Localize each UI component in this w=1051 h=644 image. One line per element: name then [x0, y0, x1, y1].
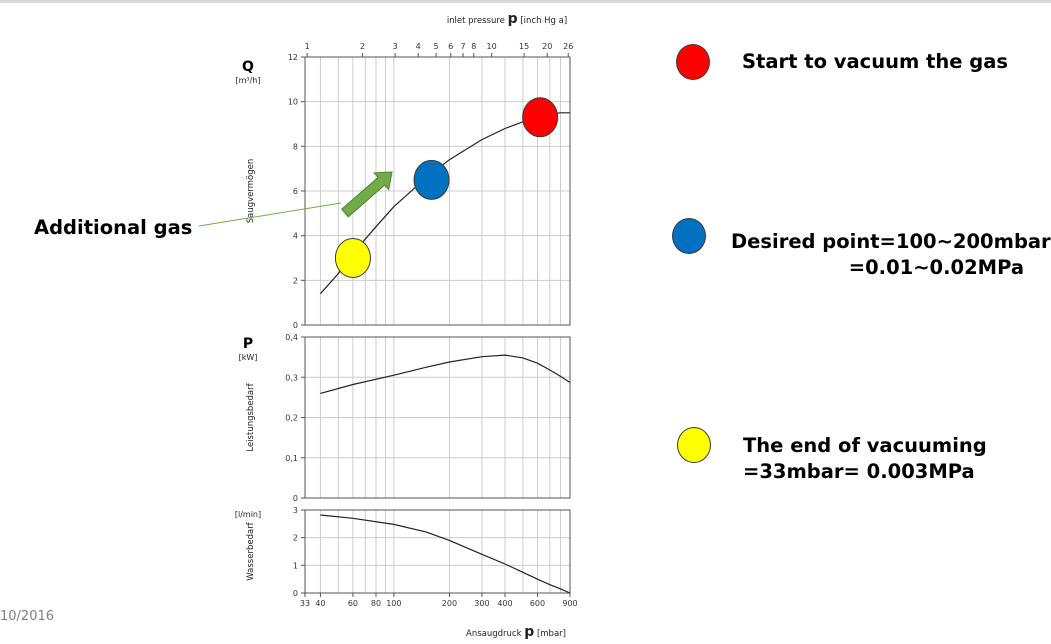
- legend-text-line: =0.01~0.02MPa: [848, 256, 1024, 279]
- y-tick-label: 1: [293, 561, 298, 570]
- y-axis-label: Saugvermögen: [246, 159, 256, 224]
- y-tick-label: 6: [293, 187, 298, 196]
- legend-text-line: The end of vacuuming: [743, 434, 987, 457]
- top-tick-label: 6: [448, 42, 453, 51]
- unit-label-q: [m³/h]: [235, 76, 260, 85]
- y-axis-label: Wasserbedarf: [246, 521, 256, 580]
- x-tick-label: 80: [371, 599, 381, 608]
- legend-text-line: Start to vacuum the gas: [742, 50, 1009, 73]
- y-tick-label: 3: [293, 506, 298, 515]
- y-tick-label: 2: [293, 276, 298, 285]
- y-tick-label: 0: [293, 321, 298, 330]
- unit-label-water: [l/min]: [235, 510, 261, 519]
- x-tick-label: 60: [348, 599, 358, 608]
- yellow-circle-icon: [677, 427, 711, 463]
- x-tick-label: 900: [562, 599, 577, 608]
- x-tick-label: 33: [300, 599, 310, 608]
- top-tick-label: 10: [487, 42, 497, 51]
- x-tick-label: 600: [530, 599, 545, 608]
- y-tick-label: 0: [293, 589, 298, 598]
- blue-marker: [413, 159, 450, 200]
- red-marker: [522, 97, 559, 138]
- y-tick-label: 0: [293, 494, 298, 503]
- top-axis-label: inlet pressure p [inch Hg a]: [447, 11, 567, 27]
- top-tick-label: 3: [393, 42, 398, 51]
- top-tick-label: 7: [460, 42, 465, 51]
- chart-title-p: P: [243, 336, 253, 352]
- plot-frame: [304, 509, 571, 594]
- top-tick-label: 20: [542, 42, 552, 51]
- plot-frame: [304, 336, 571, 499]
- unit-label-p: [kW]: [239, 353, 258, 362]
- x-tick-label: 400: [497, 599, 512, 608]
- y-tick-label: 0,4: [285, 333, 298, 342]
- y-tick-label: 8: [293, 142, 298, 151]
- legend-text-line: =33mbar= 0.003MPa: [743, 460, 975, 483]
- series-line: [320, 354, 571, 394]
- y-tick-label: 4: [293, 232, 298, 241]
- top-tick-label: 26: [563, 42, 573, 51]
- y-tick-label: 0,1: [285, 454, 298, 463]
- y-tick-label: 12: [288, 53, 298, 62]
- top-tick-label: 15: [519, 42, 529, 51]
- y-tick-label: 2: [293, 534, 298, 543]
- x-tick-label: 40: [315, 599, 325, 608]
- y-tick-label: 0,2: [285, 414, 298, 423]
- blue-circle-icon: [672, 218, 706, 254]
- x-tick-label: 200: [442, 599, 457, 608]
- slide-footer-date: 10/2016: [0, 609, 55, 624]
- additional-gas-arrow: [340, 171, 393, 218]
- plot-frame: [304, 56, 571, 326]
- series-line: [320, 514, 571, 594]
- x-tick-label: 300: [474, 599, 489, 608]
- legend-text-line: Desired point=100~200mbar: [731, 230, 1051, 253]
- top-tick-label: 8: [471, 42, 476, 51]
- top-tick-label: 2: [360, 42, 365, 51]
- callout-additional-gas: Additional gas: [34, 216, 193, 239]
- top-tick-label: 4: [416, 42, 421, 51]
- chart-title-q: Q: [242, 59, 254, 75]
- red-circle-icon: [676, 44, 710, 80]
- top-tick-label: 1: [305, 42, 310, 51]
- y-tick-label: 10: [288, 98, 298, 107]
- callout-leader-line: [198, 202, 342, 227]
- x-axis-label: Ansaugdruck p [mbar]: [466, 624, 566, 640]
- x-tick-label: 100: [386, 599, 401, 608]
- top-tick-label: 5: [434, 42, 439, 51]
- top-rule: [0, 0, 1051, 3]
- yellow-marker: [334, 238, 371, 278]
- y-tick-label: 0,3: [285, 373, 298, 382]
- y-axis-label: Leistungsbedarf: [246, 382, 256, 451]
